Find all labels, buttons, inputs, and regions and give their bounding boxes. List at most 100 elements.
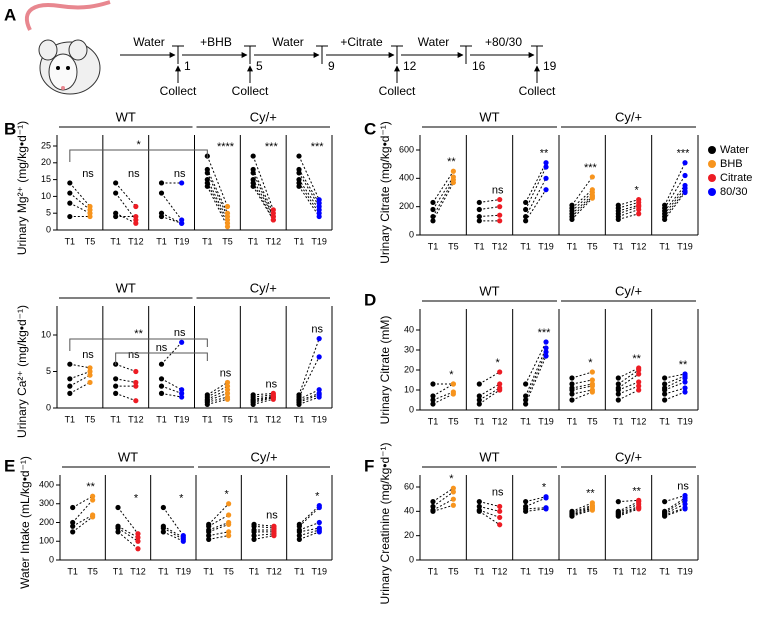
point-after [224, 383, 231, 389]
point-after [133, 213, 139, 220]
pair-line [253, 397, 274, 403]
pair-line [571, 194, 593, 215]
pair-line [298, 394, 320, 403]
point-before [296, 536, 302, 542]
pair-line [298, 172, 320, 207]
y-tick-label: 200 [399, 201, 414, 211]
point-after [316, 394, 322, 400]
x-tick-label: T12 [492, 241, 508, 251]
pair-line [161, 341, 183, 365]
mouse-icon [24, 0, 111, 95]
point-after [543, 175, 549, 181]
pair-line [525, 347, 547, 397]
x-tick-label: T1 [428, 566, 439, 576]
point-after [179, 387, 185, 393]
x-tick-label: T1 [202, 414, 213, 424]
x-tick-label: T1 [567, 416, 578, 426]
x-tick-label: T1 [520, 241, 531, 251]
point-before [158, 376, 165, 382]
pair-line [479, 199, 500, 203]
y-tick-label: 20 [41, 157, 51, 167]
y-tick-label: 0 [409, 554, 414, 564]
pair-line [571, 379, 593, 385]
significance-label: * [635, 184, 640, 196]
pair-line [115, 182, 137, 207]
pair-line [252, 182, 274, 221]
pair-line [161, 385, 182, 394]
point-before [476, 213, 482, 220]
pair-line [115, 378, 136, 383]
x-tick-label: T1 [613, 241, 624, 251]
point-after [270, 217, 276, 223]
pair-line [525, 507, 547, 510]
pair-line [525, 189, 547, 222]
point-before [662, 216, 668, 223]
pair-line [618, 389, 639, 401]
pair-line [618, 213, 639, 220]
x-tick-label: T12 [266, 566, 282, 576]
pair-line [206, 169, 228, 214]
x-tick-label: T1 [65, 236, 76, 246]
significance-label: ** [632, 485, 641, 497]
point-after [87, 379, 93, 386]
pair-line [479, 505, 500, 512]
mouse-head [48, 53, 78, 91]
x-tick-label: T1 [567, 566, 578, 576]
point-after [636, 387, 642, 393]
point-before [615, 375, 621, 381]
y-tick-label: 40 [404, 324, 414, 334]
point-after [450, 381, 456, 387]
point-after [224, 224, 231, 230]
pair-line [299, 529, 320, 537]
point-after [589, 377, 595, 383]
significance-label: *** [584, 162, 598, 174]
pair-line [571, 196, 593, 217]
point-after [497, 369, 503, 375]
group-label: WT [116, 109, 136, 124]
pair-line [69, 182, 91, 207]
pair-line [207, 382, 228, 396]
point-after [636, 367, 642, 373]
significance-label: ns [174, 168, 186, 180]
group-label: WT [479, 449, 499, 464]
pair-line [252, 172, 274, 217]
point-after [224, 203, 231, 210]
point-before [523, 499, 529, 505]
x-tick-label: T1 [248, 414, 259, 424]
point-after [543, 160, 549, 166]
point-after [133, 368, 139, 375]
point-after [543, 339, 549, 345]
pair-line [207, 385, 228, 398]
significance-label: * [449, 473, 454, 485]
point-before [113, 390, 119, 396]
x-tick-label: T1 [659, 566, 670, 576]
pair-line [525, 497, 547, 507]
pair-line [571, 383, 593, 389]
y-axis-label: Urinary Ca²⁺ (mg/kg•d⁻¹) [15, 305, 29, 438]
mouse-eye [56, 66, 60, 70]
significance-label: * [449, 369, 454, 381]
pair-line [618, 206, 639, 215]
x-tick-label: T12 [631, 416, 647, 426]
pair-line [618, 507, 639, 516]
pair-line [664, 381, 686, 391]
x-tick-label: T19 [312, 566, 328, 576]
point-before [115, 504, 121, 511]
point-before [615, 513, 621, 519]
point-after [224, 396, 231, 402]
point-before [476, 393, 482, 399]
x-tick-label: T1 [248, 236, 259, 246]
point-after [636, 371, 642, 377]
group-label: Cy/+ [615, 283, 642, 298]
point-after [90, 493, 96, 499]
pair-line [253, 396, 274, 402]
timepoint-label: 9 [328, 59, 335, 73]
point-before [615, 391, 621, 397]
point-after [497, 508, 503, 514]
point-before [296, 183, 302, 189]
pair-line [432, 487, 454, 503]
point-after [87, 365, 93, 371]
pair-line [618, 385, 639, 395]
pair-line [253, 535, 275, 540]
point-before [67, 383, 73, 389]
